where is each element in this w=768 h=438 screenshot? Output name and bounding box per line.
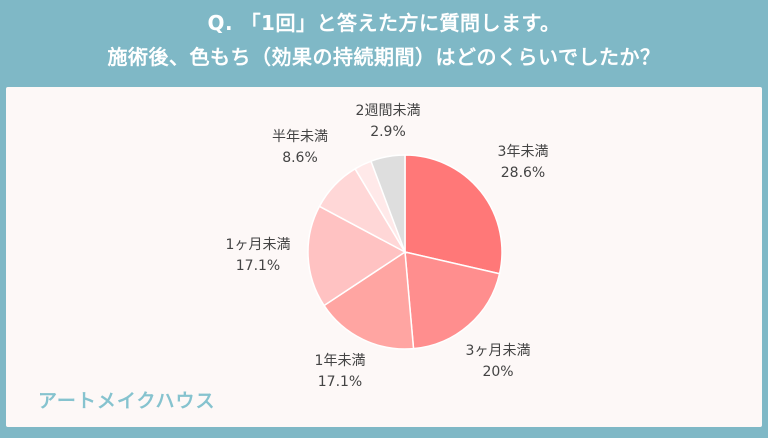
- question-line-2: 施術後、色もち（効果の持続期間）はどのくらいでしたか？: [107, 45, 661, 69]
- slice-label: 3年未満: [498, 144, 549, 160]
- slice-value-label: 17.1%: [318, 374, 362, 390]
- slice-label: 1ヶ月未満: [226, 237, 291, 253]
- slice-value-label: 20%: [482, 364, 513, 380]
- question-header: Q. 「1回」と答えた方に質問します。 施術後、色もち（効果の持続期間）はどのく…: [0, 0, 768, 84]
- pie-slice: [370, 154, 406, 253]
- slice-label: 3ヶ月未満: [466, 343, 531, 359]
- slice-value-label: 8.6%: [282, 150, 318, 166]
- pie-slice: [323, 250, 415, 350]
- slice-label: 半年未満: [272, 129, 328, 145]
- pie-slice: [404, 251, 501, 350]
- slice-value-label: 2.9%: [370, 124, 406, 140]
- slice-value-label: 28.6%: [501, 165, 545, 181]
- slice-value-label: 17.1%: [236, 258, 280, 274]
- question-line-1: Q. 「1回」と答えた方に質問します。: [207, 11, 561, 35]
- slice-label: 2週間未満: [356, 103, 421, 119]
- pie-slice: [307, 205, 407, 307]
- brand-logo-text: アートメイクハウス: [38, 390, 216, 412]
- slice-label: 1年未満: [315, 353, 366, 369]
- pie-slice: [404, 154, 503, 275]
